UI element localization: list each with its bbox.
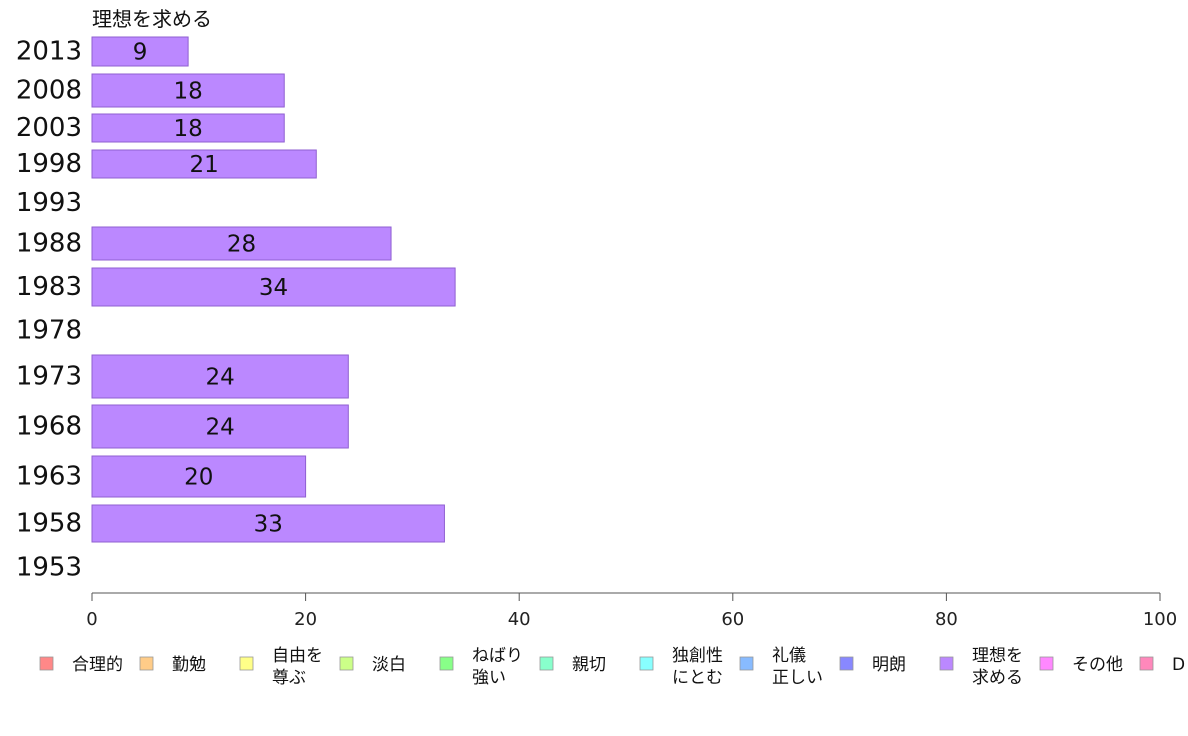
legend-label: 尊ぶ [272, 668, 306, 688]
legend-swatch [339, 656, 354, 671]
y-tick-label: 2013 [16, 37, 82, 67]
bar [91, 73, 285, 108]
legend-swatch [639, 656, 654, 671]
legend-item: D [1139, 655, 1185, 675]
legend-label: 正しい [772, 668, 823, 688]
y-tick-label: 1958 [16, 509, 82, 539]
legend-swatch [39, 656, 54, 671]
legend-label: 求める [972, 668, 1023, 688]
bar [91, 226, 392, 261]
legend-item: 勤勉 [139, 655, 206, 675]
y-tick-label: 1973 [16, 362, 82, 392]
x-tick-label: 60 [721, 609, 744, 630]
legend-label: 勤勉 [172, 655, 206, 675]
legend-label: その他 [1072, 655, 1123, 675]
y-tick-label: 1988 [16, 229, 82, 259]
legend-swatch [939, 656, 954, 671]
y-tick-label: 1998 [16, 149, 82, 179]
legend-label: 明朗 [872, 655, 906, 675]
legend-item: その他 [1039, 655, 1123, 675]
bars-group: 2013 9 2008 18 2003 18 1998 21 1993 1988 28 1983 34 1… [16, 36, 456, 583]
bar-value-label: 18 [173, 116, 202, 142]
bar-value-label: 24 [206, 365, 235, 391]
chart-title: 理想を求める [92, 7, 212, 31]
bar-value-label: 33 [254, 512, 283, 538]
bar [91, 36, 189, 67]
y-tick-label: 1983 [16, 272, 82, 302]
bar-value-label: 34 [259, 275, 288, 301]
y-tick-label: 1978 [16, 316, 82, 346]
y-tick-label: 2008 [16, 76, 82, 106]
x-tick-label: 20 [294, 609, 317, 630]
bar [91, 504, 445, 543]
legend-item: 理想を求める [939, 646, 1023, 688]
bar-value-label: 21 [189, 152, 218, 178]
x-tick-label: 100 [1143, 609, 1177, 630]
bar-value-label: 28 [227, 232, 256, 258]
x-tick-label: 40 [508, 609, 531, 630]
bar-value-label: 20 [184, 465, 213, 491]
legend-label: 強い [472, 668, 506, 688]
legend-swatch [539, 656, 554, 671]
y-tick-label: 2003 [16, 113, 82, 143]
bar [91, 354, 349, 399]
x-tick-label: 80 [935, 609, 958, 630]
legend-label: にとむ [672, 668, 723, 688]
legend-item: 親切 [539, 655, 606, 675]
legend-swatch [839, 656, 854, 671]
legend-swatch [439, 656, 454, 671]
bar [91, 113, 285, 143]
legend-swatch [1139, 656, 1154, 671]
legend-swatch [139, 656, 154, 671]
y-tick-label: 1968 [16, 412, 82, 442]
x-tick-label: 0 [86, 609, 97, 630]
bar-value-label: 9 [133, 40, 148, 66]
bar [91, 267, 456, 307]
legend-label: 淡白 [372, 655, 406, 675]
legend-label: 理想を [972, 646, 1023, 666]
y-tick-label: 1993 [16, 188, 82, 218]
legend-label: ねばり [472, 646, 523, 666]
bar-value-label: 24 [206, 415, 235, 441]
legend-item: 合理的 [39, 655, 123, 675]
x-axis: 0 20 40 60 80 100 [86, 592, 1177, 630]
legend-label: D [1172, 655, 1185, 675]
bar [91, 404, 349, 449]
legend-label: 合理的 [72, 655, 123, 675]
legend-label: 礼儀 [772, 646, 806, 666]
legend-item: 淡白 [339, 655, 406, 675]
y-tick-label: 1953 [16, 553, 82, 583]
y-tick-label: 1963 [16, 462, 82, 492]
bar-value-label: 18 [173, 79, 202, 105]
legend-label: 親切 [572, 655, 606, 675]
legend-item: 明朗 [839, 655, 906, 675]
legend-swatch [239, 656, 254, 671]
legend-label: 自由を [272, 646, 323, 666]
bar [91, 455, 307, 498]
bar [91, 149, 317, 179]
legend-swatch [739, 656, 754, 671]
legend-swatch [1039, 656, 1054, 671]
legend-label: 独創性 [672, 646, 723, 666]
